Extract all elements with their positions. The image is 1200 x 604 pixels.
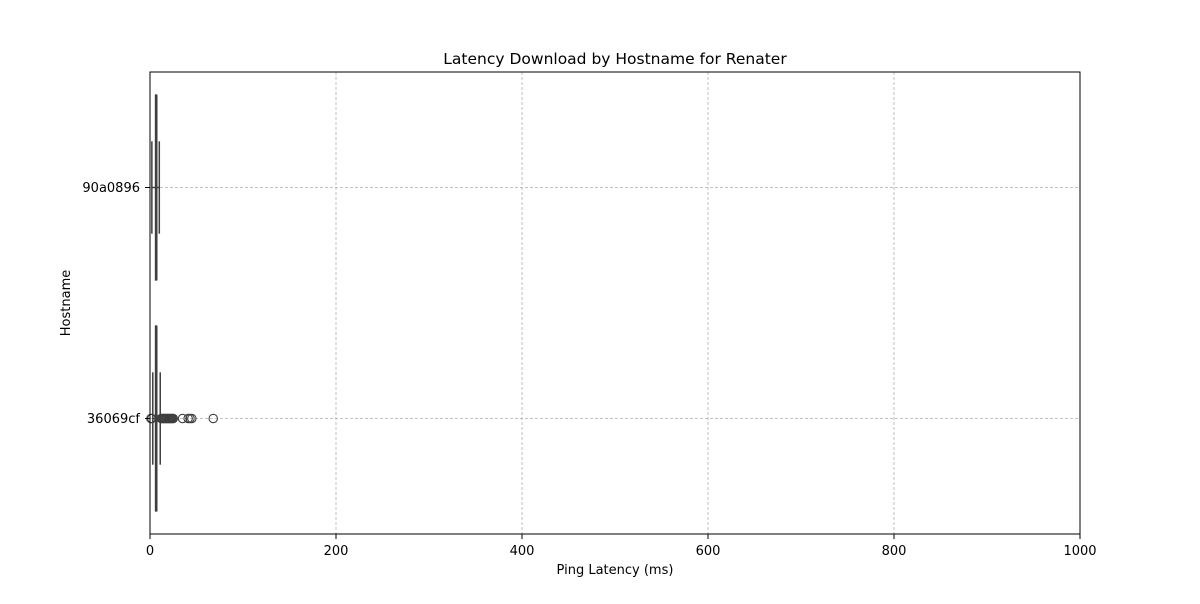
x-tick-label: 400 — [510, 544, 535, 559]
y-axis-label: Hostname — [59, 270, 74, 336]
chart-title: Latency Download by Hostname for Renater — [443, 50, 787, 68]
box-90a0896 — [151, 94, 161, 281]
outlier-point — [177, 413, 188, 424]
y-axis-ticks: 90a0896 36069cf — [82, 181, 150, 427]
x-tick-label: 800 — [882, 544, 907, 559]
x-axis-label: Ping Latency (ms) — [557, 563, 674, 578]
y-tick-label: 90a0896 — [82, 181, 140, 196]
y-tick-label: 36069cf — [87, 412, 141, 427]
outlier-point — [187, 413, 197, 424]
plot-area-frame — [149, 71, 1081, 535]
x-tick-label: 1000 — [1063, 544, 1096, 559]
grid-lines — [149, 72, 1081, 534]
x-tick-label: 600 — [696, 544, 721, 559]
outlier-point — [208, 413, 218, 424]
outlier-point — [168, 413, 179, 424]
x-tick-label: 0 — [146, 544, 154, 559]
box-plot-series — [146, 94, 218, 512]
x-axis-ticks: 0 200 400 600 800 1000 — [146, 534, 1097, 559]
x-tick-label: 200 — [324, 544, 349, 559]
